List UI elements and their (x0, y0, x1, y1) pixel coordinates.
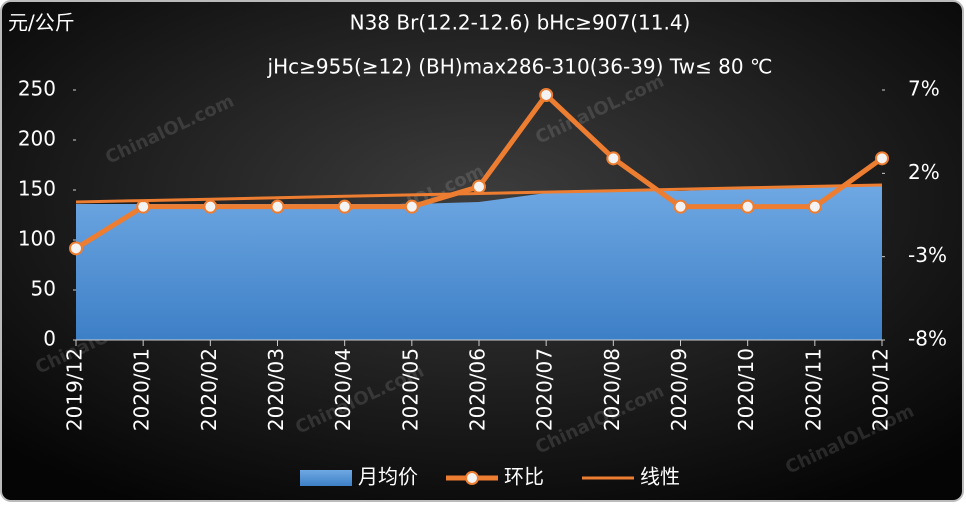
legend-marker (465, 471, 479, 485)
y2-tick-label: 2% (908, 160, 940, 184)
y-tick-label: 200 (18, 127, 56, 151)
marker (337, 199, 352, 214)
marker (539, 88, 554, 102)
marker (673, 199, 688, 214)
legend-label: 环比 (504, 465, 544, 489)
x-tick-label: 2020/02 (197, 348, 221, 431)
y2-tick-label: 7% (908, 77, 940, 101)
marker (472, 179, 486, 194)
x-tick-label: 2020/06 (466, 348, 490, 431)
y-axis-label: 元/公斤 (8, 11, 75, 35)
x-tick-label: 2020/09 (667, 348, 691, 431)
trend-line (75, 183, 883, 204)
marker (606, 151, 621, 166)
marker (404, 199, 419, 214)
marker (740, 199, 755, 214)
y2-tick-label: -3% (908, 243, 947, 267)
x-tick-label: 2020/04 (331, 348, 355, 431)
x-tick-label: 2020/05 (398, 348, 422, 431)
x-tick-label: 2020/07 (533, 348, 557, 431)
y-tick-label: 250 (18, 77, 56, 101)
y-tick-label: 150 (18, 177, 56, 201)
marker (875, 151, 889, 166)
x-tick-label: 2019/12 (63, 348, 87, 431)
marker (203, 199, 218, 214)
chart-subtitle: jHc≥955(≥12) (BH)max286-310(36-39) Tw≤ 8… (267, 55, 773, 79)
legend-label: 月均价 (358, 465, 418, 489)
legend-swatch (300, 470, 352, 486)
y-tick-label: 50 (31, 277, 56, 301)
area (76, 185, 882, 340)
chart-title: N38 Br(12.2-12.6) bHc≥907(11.4) (350, 11, 691, 35)
y-tick-label: 100 (18, 227, 56, 251)
x-tick-label: 2020/11 (801, 348, 825, 431)
y-tick-label: 0 (43, 327, 56, 351)
x-tick-label: 2020/03 (264, 348, 288, 431)
y2-tick-label: -8% (908, 327, 947, 351)
x-tick-label: 2020/01 (130, 348, 154, 431)
legend-label: 线性 (640, 465, 680, 489)
marker (69, 241, 83, 256)
x-tick-label: 2020/12 (869, 348, 893, 431)
marker (270, 199, 285, 214)
marker (807, 199, 822, 214)
marker (136, 199, 151, 214)
x-tick-label: 2020/08 (600, 348, 624, 431)
x-tick-label: 2020/10 (734, 348, 758, 431)
